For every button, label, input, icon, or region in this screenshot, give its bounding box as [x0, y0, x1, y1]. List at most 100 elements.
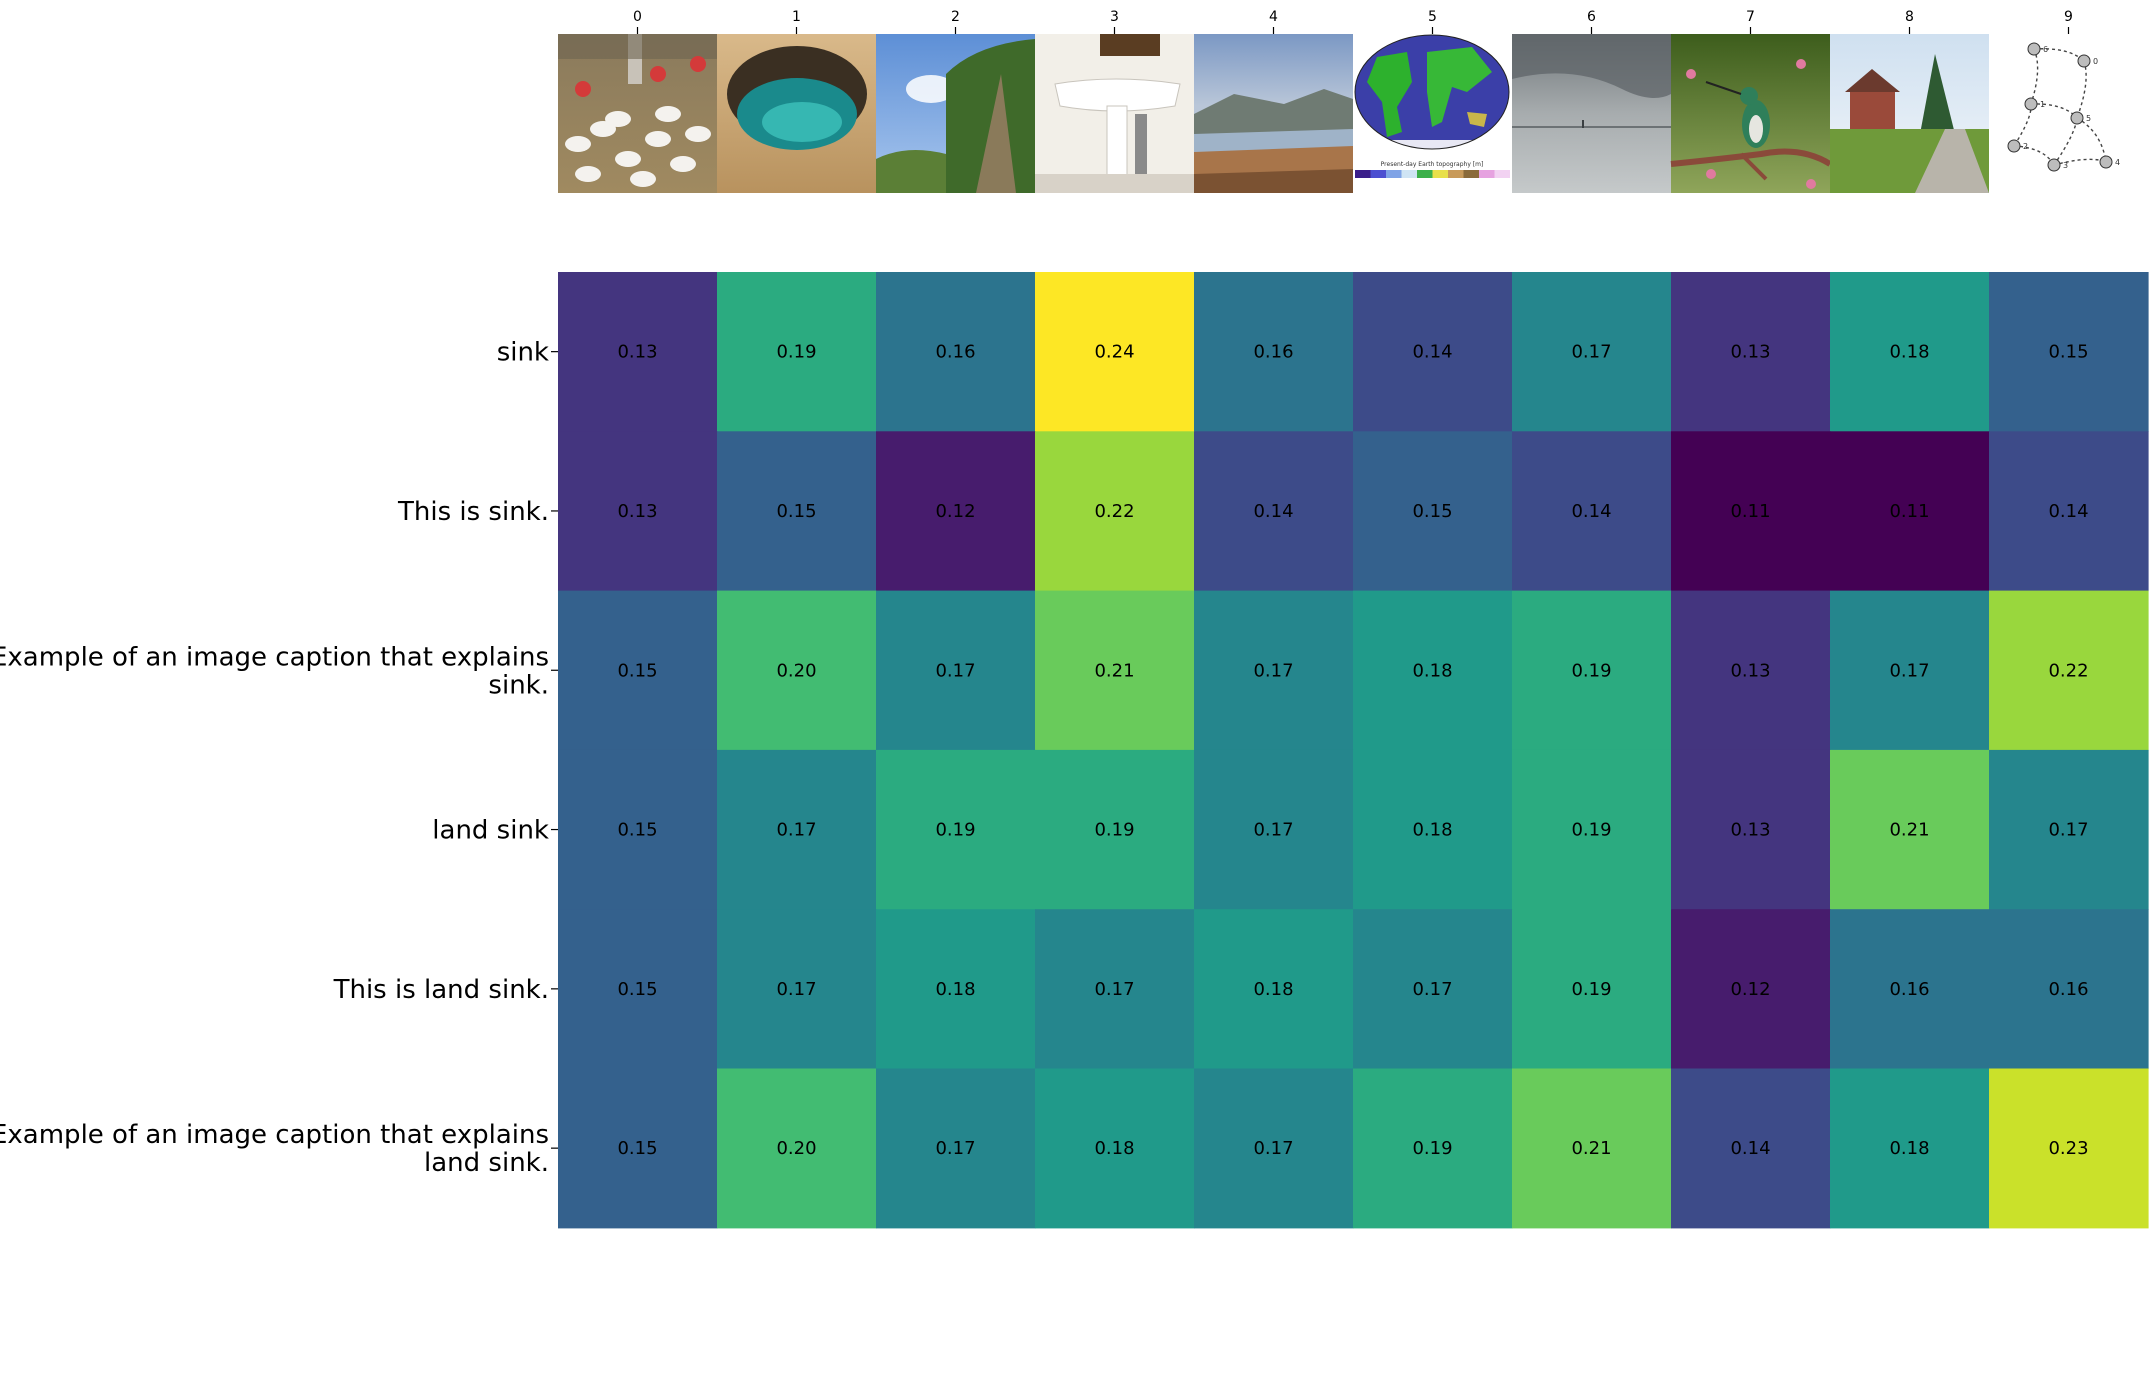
cell-value-label: 0.17	[1253, 660, 1293, 681]
graph-node-label: 3	[2063, 161, 2068, 170]
cell-value-label: 0.14	[1412, 342, 1452, 363]
cell-value-label: 0.21	[1094, 660, 1134, 681]
cell-value-label: 0.19	[1412, 1138, 1452, 1159]
heatmap-cell	[717, 749, 877, 910]
heatmap-cell	[1035, 590, 1195, 751]
heatmap-cell	[1671, 1068, 1831, 1229]
heatmap-cell	[717, 1068, 877, 1229]
cell-value-label: 0.19	[935, 820, 975, 841]
row-label: Example of an image caption that explain…	[0, 642, 549, 700]
row-label: sink	[497, 338, 549, 368]
heatmap-cell	[1512, 272, 1672, 432]
column-tick-label: 2	[951, 9, 960, 25]
cell-value-label: 0.15	[617, 1138, 657, 1159]
heatmap-cell	[1830, 272, 1990, 432]
cell-value-label: 0.17	[935, 660, 975, 681]
heatmap-cell	[1989, 431, 2149, 592]
cell-value-label: 0.16	[2048, 979, 2088, 1000]
heatmap-cell	[717, 590, 877, 751]
row-label-line: This is sink.	[397, 497, 549, 527]
cell-value-label: 0.18	[935, 979, 975, 1000]
heatmap-cell	[558, 590, 718, 751]
heatmap-cell	[1194, 749, 1354, 910]
cell-value-label: 0.11	[1889, 501, 1929, 522]
column-image-strip: Present-day Earth topography [m] 6 0 1 5 2 3 4	[558, 34, 2148, 193]
cell-value-label: 0.15	[617, 820, 657, 841]
heatmap-cell	[1035, 272, 1195, 432]
cell-value-label: 0.14	[1571, 501, 1611, 522]
column-tick-label: 9	[2064, 9, 2073, 25]
column-tick-label: 6	[1587, 9, 1596, 25]
cell-value-label: 0.17	[1412, 979, 1452, 1000]
heatmap-cell	[1194, 1068, 1354, 1229]
heatmap-cell	[1989, 749, 2149, 910]
row-label-line: This is land sink.	[333, 975, 549, 1005]
cell-value-label: 0.11	[1730, 501, 1770, 522]
cell-value-label: 0.13	[617, 342, 657, 363]
heatmap-cell	[1353, 431, 1513, 592]
row-label: Example of an image caption that explain…	[0, 1120, 549, 1178]
river-valley-landscape-photo	[1194, 34, 1353, 193]
cell-value-label: 0.19	[1094, 820, 1134, 841]
heatmap-cell	[1194, 909, 1354, 1070]
heatmap-cell	[1512, 431, 1672, 592]
cell-value-label: 0.12	[1730, 979, 1770, 1000]
heatmap-cell	[558, 749, 718, 910]
heatmap-cell	[876, 749, 1036, 910]
stormy-lake-horizon-photo	[1512, 34, 1671, 193]
heatmap-cell	[1671, 590, 1831, 751]
cell-value-label: 0.21	[1571, 1138, 1611, 1159]
heatmap-cell	[1194, 590, 1354, 751]
heatmap-cell	[558, 1068, 718, 1229]
graph-node-label: 2	[2023, 142, 2028, 151]
cell-value-label: 0.17	[1253, 1138, 1293, 1159]
heatmap-cell	[717, 272, 877, 432]
heatmap-cell	[1512, 909, 1672, 1070]
heatmap-cell	[876, 590, 1036, 751]
row-label-line: land sink	[432, 816, 549, 846]
cell-value-label: 0.20	[776, 660, 816, 681]
column-tick-label: 5	[1428, 9, 1437, 25]
cell-value-label: 0.19	[776, 342, 816, 363]
cell-value-label: 0.22	[1094, 501, 1134, 522]
graph-node-label: 5	[2086, 114, 2091, 123]
row-label-line: Example of an image caption that explain…	[0, 642, 549, 672]
column-tick-label: 7	[1746, 9, 1755, 25]
heatmap-cell	[1194, 431, 1354, 592]
heatmap-cell	[1830, 749, 1990, 910]
row-label-line: sink.	[488, 670, 549, 700]
graph-node-label: 1	[2040, 100, 2045, 109]
heatmap-cell	[558, 909, 718, 1070]
heatmap-cell	[876, 1068, 1036, 1229]
column-tick-label: 1	[792, 9, 801, 25]
graph-node-label: 4	[2115, 158, 2120, 167]
cell-value-label: 0.17	[776, 979, 816, 1000]
heatmap-cell	[1353, 590, 1513, 751]
heatmap-cell	[1512, 1068, 1672, 1229]
cell-value-label: 0.19	[1571, 660, 1611, 681]
cell-value-label: 0.13	[1730, 660, 1770, 681]
heatmap-cell	[1671, 272, 1831, 432]
cell-value-label: 0.14	[1253, 501, 1293, 522]
cell-value-label: 0.17	[776, 820, 816, 841]
heatmap-cell	[717, 431, 877, 592]
column-tick-labels: 0 1 2 3 4 5 6 7 8 9	[633, 9, 2073, 34]
heatmap-cell	[558, 431, 718, 592]
heatmap-cell	[876, 272, 1036, 432]
heatmap-cell	[1989, 272, 2149, 432]
row-label: land sink	[432, 816, 549, 846]
heatmap-cell	[1830, 1068, 1990, 1229]
cell-value-label: 0.15	[776, 501, 816, 522]
heatmap-cell	[1989, 909, 2149, 1070]
cell-value-label: 0.20	[776, 1138, 816, 1159]
heatmap-cell	[1194, 272, 1354, 432]
row-label: This is land sink.	[333, 975, 549, 1005]
graph-node-label: 6	[2043, 45, 2048, 54]
heatmap-cell	[1035, 431, 1195, 592]
cell-value-label: 0.18	[1253, 979, 1293, 1000]
cell-value-label: 0.14	[2048, 501, 2088, 522]
cell-value-label: 0.13	[1730, 820, 1770, 841]
row-label-line: land sink.	[424, 1148, 549, 1178]
heatmap-cell	[1671, 909, 1831, 1070]
heatmap-cell	[1512, 749, 1672, 910]
